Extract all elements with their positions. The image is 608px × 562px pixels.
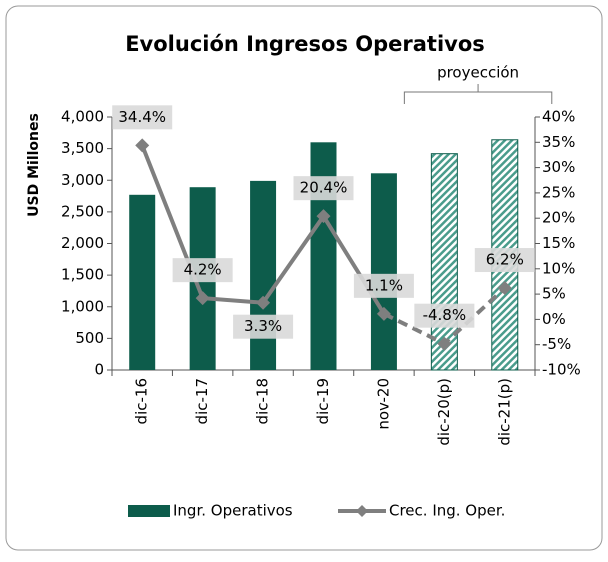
marker	[497, 281, 512, 296]
projection-label: proyección	[437, 64, 519, 82]
y-tick-label: 3,000	[61, 171, 104, 189]
legend-label: Crec. Ing. Oper.	[389, 502, 505, 520]
y-axis-title: USD Millones	[26, 113, 42, 217]
y-tick-label: 1,000	[61, 297, 104, 315]
value-label-bg	[233, 314, 294, 339]
value-label-bg	[293, 176, 354, 201]
y-tick-label: 3,500	[61, 139, 104, 157]
value-label: 6.2%	[486, 251, 524, 269]
bar	[129, 194, 156, 370]
y2-tick-label: 25%	[542, 183, 575, 201]
x-tick-label: nov-20	[374, 378, 392, 430]
y-tick-label: 4,000	[61, 108, 104, 126]
y-tick-label: 0	[94, 361, 104, 379]
y-tick-label: 1,500	[61, 266, 104, 284]
y2-tick-label: 20%	[542, 209, 575, 227]
value-label: 3.3%	[244, 317, 282, 335]
y2-tick-label: -5%	[542, 335, 571, 353]
y2-tick-label: 35%	[542, 133, 575, 151]
marker	[316, 209, 331, 224]
marker	[195, 291, 210, 306]
value-label: 4.2%	[184, 261, 222, 279]
value-label: 1.1%	[365, 276, 403, 294]
y-tick-label: 2,500	[61, 202, 104, 220]
frame	[5, 5, 603, 551]
y2-tick-label: 0%	[542, 310, 566, 328]
bar	[370, 173, 397, 370]
value-label: 20.4%	[300, 179, 348, 197]
y2-tick-label: 5%	[542, 285, 566, 303]
value-label: -4.8%	[423, 306, 467, 324]
x-tick-label: dic-20(p)	[435, 378, 453, 446]
y2-tick-label: -10%	[542, 361, 581, 379]
marker	[376, 306, 391, 321]
y-tick-label: 500	[75, 329, 104, 347]
legend-swatch	[128, 505, 170, 517]
x-tick-label: dic-19	[314, 378, 332, 424]
marker	[437, 336, 452, 351]
legend-label: Ingr. Operativos	[173, 502, 293, 520]
x-tick-label: dic-18	[254, 378, 272, 424]
value-label-bg	[172, 258, 233, 283]
marker	[135, 138, 150, 153]
chart-title: Evolución Ingresos Operativos	[125, 32, 485, 56]
y2-tick-label: 40%	[542, 108, 575, 126]
bar	[250, 180, 277, 370]
x-tick-label: dic-16	[133, 378, 151, 424]
y2-tick-label: 30%	[542, 158, 575, 176]
value-label-bg	[353, 273, 414, 298]
y2-tick-label: 15%	[542, 234, 575, 252]
y-tick-label: 2,000	[61, 234, 104, 252]
value-label-bg	[112, 105, 173, 130]
projection-bracket	[403, 84, 553, 104]
x-tick-label: dic-21(p)	[495, 378, 513, 446]
legend-marker	[356, 505, 368, 517]
value-label-bg	[474, 248, 535, 273]
value-label-bg	[414, 303, 475, 328]
x-tick-label: dic-17	[193, 378, 211, 424]
marker	[256, 295, 271, 310]
value-label: 34.4%	[118, 108, 166, 126]
y2-tick-label: 10%	[542, 259, 575, 277]
